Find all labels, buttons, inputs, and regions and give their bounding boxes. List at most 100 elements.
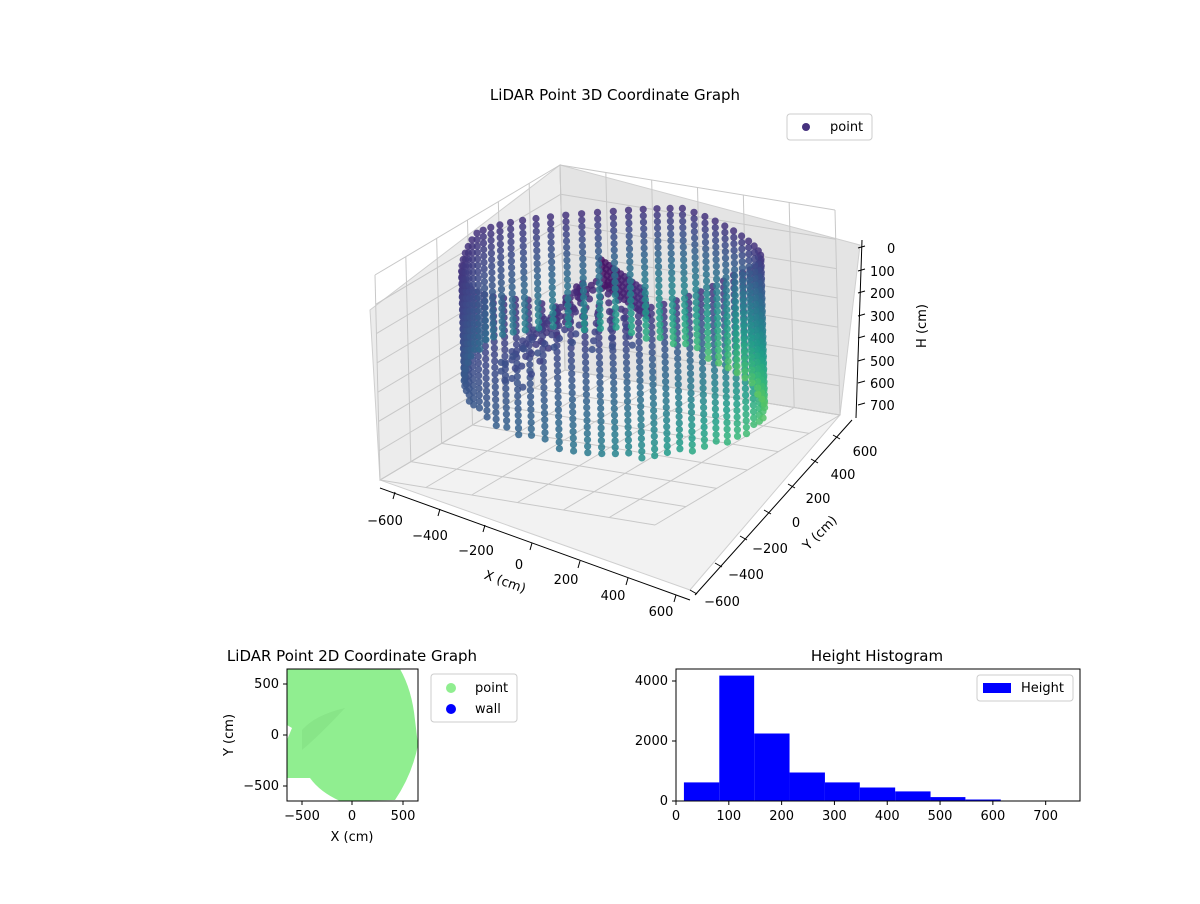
y-tick-label: 4000 [635, 674, 668, 689]
lidar-point [474, 255, 481, 262]
x-tick-label: 500 [928, 809, 953, 824]
lidar-point [596, 373, 603, 380]
x-axis-label: X (cm) [331, 830, 374, 845]
lidar-point [724, 319, 731, 326]
lidar-point [569, 396, 576, 403]
lidar-point [623, 372, 630, 379]
lidar-point [681, 308, 688, 315]
lidar-point [649, 349, 656, 356]
lidar-point [547, 220, 554, 227]
lidar-point [722, 374, 729, 381]
lidar-point [596, 366, 603, 373]
lidar-point [627, 290, 634, 297]
lidar-point [482, 355, 489, 362]
lidar-point [714, 301, 721, 308]
lidar-point [474, 249, 481, 256]
lidar-point [691, 228, 698, 235]
lidar-point [745, 257, 752, 264]
lidar-point [653, 205, 660, 212]
lidar-point [611, 253, 618, 260]
lidar-point [508, 277, 515, 284]
lidar-point [703, 271, 710, 278]
lidar-point [476, 326, 483, 333]
lidar-point [507, 225, 514, 232]
lidar-point [722, 261, 729, 268]
lidar-point [732, 298, 739, 305]
lidar-point [741, 342, 748, 349]
lidar-point [508, 245, 515, 252]
lidar-point [741, 336, 748, 343]
lidar-point [641, 257, 648, 264]
lidar-point [712, 230, 719, 237]
lidar-point [509, 290, 516, 297]
lidar-point [667, 243, 674, 250]
legend-label: point [830, 120, 863, 135]
lidar-point [594, 222, 601, 229]
z-tick-label: 600 [870, 377, 895, 392]
lidar-point [662, 378, 669, 385]
x-tick-label: 500 [391, 809, 416, 824]
lidar-point [514, 392, 521, 399]
lidar-point [681, 295, 688, 302]
lidar-point [676, 413, 683, 420]
lidar-point [654, 218, 661, 225]
lidar-point [667, 205, 674, 212]
lidar-point [627, 303, 634, 310]
lidar-point [636, 351, 643, 358]
histogram-bar [684, 782, 719, 801]
lidar-point [733, 401, 740, 408]
lidar-point [580, 275, 587, 282]
lidar-point [595, 260, 602, 267]
lidar-point [612, 444, 619, 451]
lidar-point [519, 230, 526, 237]
lidar-point [624, 385, 631, 392]
lidar-point [611, 246, 618, 253]
lidar-point [692, 267, 699, 274]
lidar-point [521, 288, 528, 295]
lidar-point [595, 235, 602, 242]
lidar-point [656, 289, 663, 296]
lidar-point [739, 290, 746, 297]
lidar-point [581, 333, 588, 340]
lidar-point [521, 313, 528, 320]
lidar-point [668, 269, 675, 276]
lidar-point [734, 420, 741, 427]
x-tick-label: 600 [980, 809, 1005, 824]
lidar-point [733, 388, 740, 395]
lidar-point [565, 315, 572, 322]
lidar-point [713, 269, 720, 276]
lidar-point [579, 262, 586, 269]
x-tick-mark [674, 595, 676, 602]
lidar-point [676, 420, 683, 427]
lidar-point [541, 403, 548, 410]
lidar-point [501, 377, 508, 384]
lidar-point [723, 287, 730, 294]
lidar-point [670, 340, 677, 347]
x-tick-mark [578, 561, 580, 568]
lidar-point [654, 212, 661, 219]
lidar-point [475, 288, 482, 295]
histogram-title: Height Histogram [811, 647, 943, 665]
lidar-point [492, 383, 499, 390]
lidar-point [724, 338, 731, 345]
lidar-point [548, 245, 555, 252]
lidar-point [741, 368, 748, 375]
lidar-point [649, 342, 656, 349]
lidar-point [606, 308, 613, 315]
lidar-point [640, 232, 647, 239]
x-ticks-2d: −500 0 500 X (cm) [284, 801, 415, 845]
lidar-point [555, 426, 562, 433]
lidar-point [733, 330, 740, 337]
lidar-point [680, 263, 687, 270]
lidar-point [702, 252, 709, 259]
z-tick-mark [858, 403, 865, 405]
lidar-point [687, 370, 694, 377]
lidar-point [563, 225, 570, 232]
lidar-point [636, 358, 643, 365]
lidar-point [692, 273, 699, 280]
lidar-point [528, 371, 535, 378]
lidar-point [712, 237, 719, 244]
lidar-point [582, 372, 589, 379]
lidar-point [674, 349, 681, 356]
lidar-point [668, 256, 675, 263]
